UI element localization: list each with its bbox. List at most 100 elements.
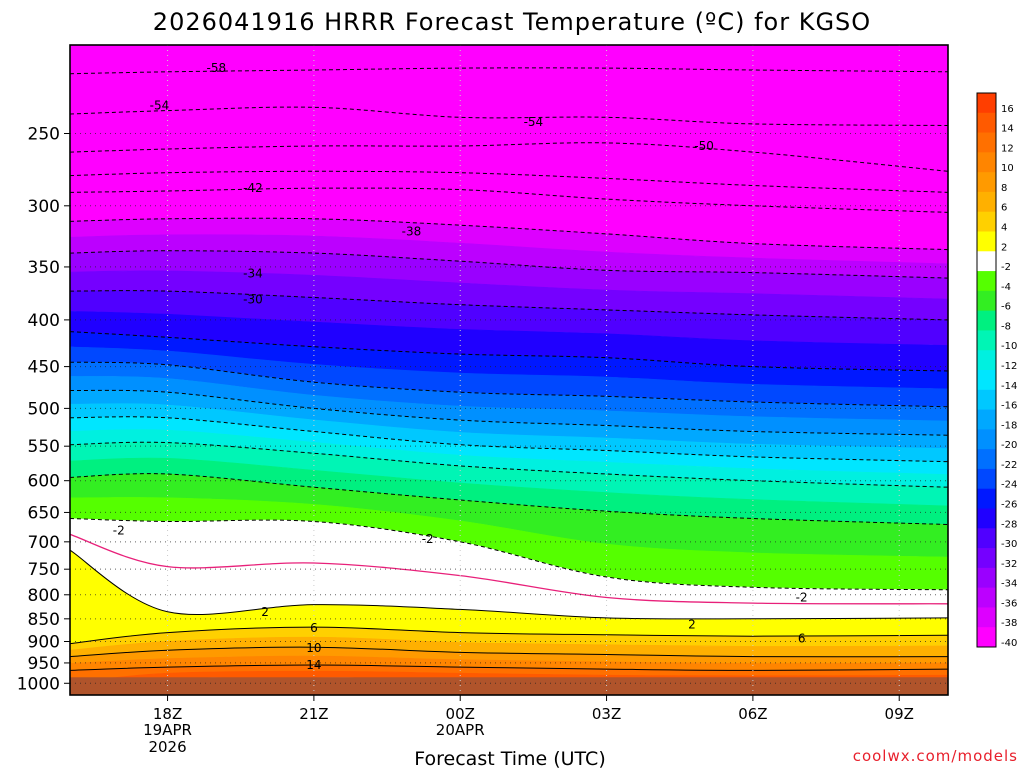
x-tick-year: 2026 <box>148 738 186 756</box>
contour-label: 2 <box>688 617 696 631</box>
y-tick-label: 250 <box>28 124 60 144</box>
colorbar-swatch <box>977 112 996 134</box>
colorbar-label: -2 <box>1001 262 1011 273</box>
colorbar-swatch <box>977 548 996 569</box>
isotherm-line <box>70 290 948 321</box>
colorbar-label: 12 <box>1001 143 1014 154</box>
colorbar-label: -24 <box>1001 480 1017 491</box>
ground-fill <box>70 677 948 695</box>
contour-label: -30 <box>243 293 263 307</box>
contour-label: 10 <box>306 641 321 655</box>
contour-label: -2 <box>422 532 434 546</box>
isotherm-line <box>70 518 948 591</box>
colorbar-swatch <box>977 132 996 153</box>
isotherm-line <box>70 441 948 488</box>
y-tick-label: 1000 <box>17 674 60 694</box>
colorbar-label: -32 <box>1001 559 1017 570</box>
contour-label: 14 <box>306 658 321 672</box>
colorbar-swatch <box>977 468 996 490</box>
colorbar-label: -34 <box>1001 579 1017 590</box>
y-tick-label: 350 <box>28 258 60 278</box>
colorbar-swatch <box>977 488 996 509</box>
y-tick-label: 450 <box>28 358 60 378</box>
y-tick-label: 600 <box>28 472 60 492</box>
contour-label: 2 <box>261 605 269 619</box>
isotherm-line <box>70 217 948 251</box>
isotherm-line <box>70 331 948 372</box>
colorbar-label: 8 <box>1001 183 1007 194</box>
colorbar-swatch <box>977 449 996 470</box>
y-tick-label: 500 <box>28 399 60 419</box>
isotherm-line <box>70 187 948 213</box>
colorbar-swatch <box>977 567 996 589</box>
y-tick-label: 700 <box>28 533 60 553</box>
contour-label: -50 <box>694 139 714 153</box>
plot-border <box>69 44 949 696</box>
x-tick-date: 20APR <box>436 721 485 739</box>
colorbar-label: -8 <box>1001 321 1011 332</box>
contour-label: -58 <box>207 61 227 75</box>
contour-label: 6 <box>310 621 318 635</box>
colorbar-label: -10 <box>1001 341 1017 352</box>
colorbar-label: 2 <box>1001 242 1007 253</box>
colorbar-swatch <box>977 627 996 648</box>
contour-label: -2 <box>796 590 808 604</box>
colorbar-swatch <box>977 508 996 529</box>
colorbar-swatch <box>977 231 996 252</box>
isotherm-line <box>70 170 948 193</box>
colorbar-label: 6 <box>1001 203 1007 214</box>
axes: 2503003504004505005506006507007508008509… <box>17 44 949 756</box>
colorbar-swatch <box>977 271 996 292</box>
isotherm-line <box>70 250 948 279</box>
colorbar-border <box>976 92 997 648</box>
isotherm-line <box>70 67 948 75</box>
freezing-line <box>70 533 948 605</box>
contour-label: -2 <box>113 523 125 537</box>
colorbar-swatch <box>977 152 996 173</box>
colorbar-label: -18 <box>1001 420 1017 431</box>
contour-label: -38 <box>402 224 422 238</box>
colorbar-label: 14 <box>1001 124 1014 135</box>
colorbar-swatch <box>977 528 996 549</box>
colorbar-label: 10 <box>1001 163 1014 174</box>
colorbar-swatch <box>977 330 996 351</box>
isotherm-line <box>70 142 948 172</box>
y-tick-label: 850 <box>28 610 60 630</box>
isotherm-line <box>70 389 948 436</box>
isotherm-line <box>70 646 948 658</box>
colorbar-label: -40 <box>1001 638 1017 649</box>
colorbar-label: 4 <box>1001 223 1007 234</box>
y-tick-label: 950 <box>28 654 60 674</box>
chart-title: 2026041916 HRRR Forecast Temperature (ºC… <box>153 8 871 36</box>
colorbar-swatch <box>977 191 996 213</box>
x-tick-label: 21Z <box>299 705 328 723</box>
colorbar: 16 14 12 10 8 6 4 2 -2 -4 -6 -8 -10 -12 -14 -16 -18 -20 -2… <box>976 92 1017 649</box>
isotherm-line <box>70 106 948 126</box>
y-tick-label: 900 <box>28 632 60 652</box>
colorbar-label: -6 <box>1001 302 1011 313</box>
isotherm-line <box>70 361 948 408</box>
colorbar-label: -36 <box>1001 598 1017 609</box>
colorbar-label: -20 <box>1001 440 1017 451</box>
contour-label: -42 <box>243 181 263 195</box>
colorbar-label: -38 <box>1001 618 1017 629</box>
isotherm-line <box>70 473 948 525</box>
y-tick-label: 400 <box>28 311 60 331</box>
colorbar-swatch <box>977 370 996 391</box>
colorbar-label: -28 <box>1001 519 1017 530</box>
x-tick-label: 03Z <box>592 705 621 723</box>
y-tick-label: 550 <box>28 437 60 457</box>
contour-label: -34 <box>243 267 263 281</box>
colorbar-label: -12 <box>1001 361 1017 372</box>
colorbar-swatch <box>977 251 996 272</box>
colorbar-label: 16 <box>1001 104 1014 115</box>
x-tick-date: 19APR <box>143 721 192 739</box>
colorbar-label: -30 <box>1001 539 1017 550</box>
x-tick-label: 18Z <box>153 705 182 723</box>
colorbar-swatch <box>977 290 996 312</box>
colorbar-swatch <box>977 607 996 628</box>
colorbar-label: -26 <box>1001 500 1017 511</box>
y-tick-label: 650 <box>28 503 60 523</box>
colorbar-label: -22 <box>1001 460 1017 471</box>
